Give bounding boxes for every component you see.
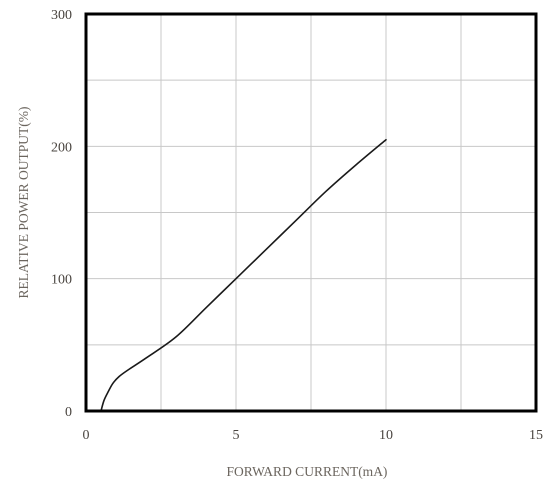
- grid-lines: [86, 14, 536, 411]
- plot-frame: [84, 12, 538, 413]
- y-tick-label-1: 100: [51, 273, 72, 288]
- x-tick-label-1: 5: [233, 428, 240, 443]
- y-tick-label-3: 300: [51, 8, 72, 23]
- y-tick-label-2: 200: [51, 140, 72, 155]
- x-tick-label-0: 0: [83, 428, 90, 443]
- power-output-line: [100, 138, 387, 412]
- y-tick-label-0: 0: [65, 405, 72, 420]
- x-tick-label-3: 15: [529, 428, 543, 443]
- x-tick-label-2: 10: [379, 428, 393, 443]
- x-axis-label: FORWARD CURRENT(mA): [227, 464, 388, 479]
- y-axis-label: RELATIVE POWER OUTPUT(%): [16, 107, 31, 299]
- tick-labels: 0 5 10 15 0 100 200 300: [51, 8, 543, 443]
